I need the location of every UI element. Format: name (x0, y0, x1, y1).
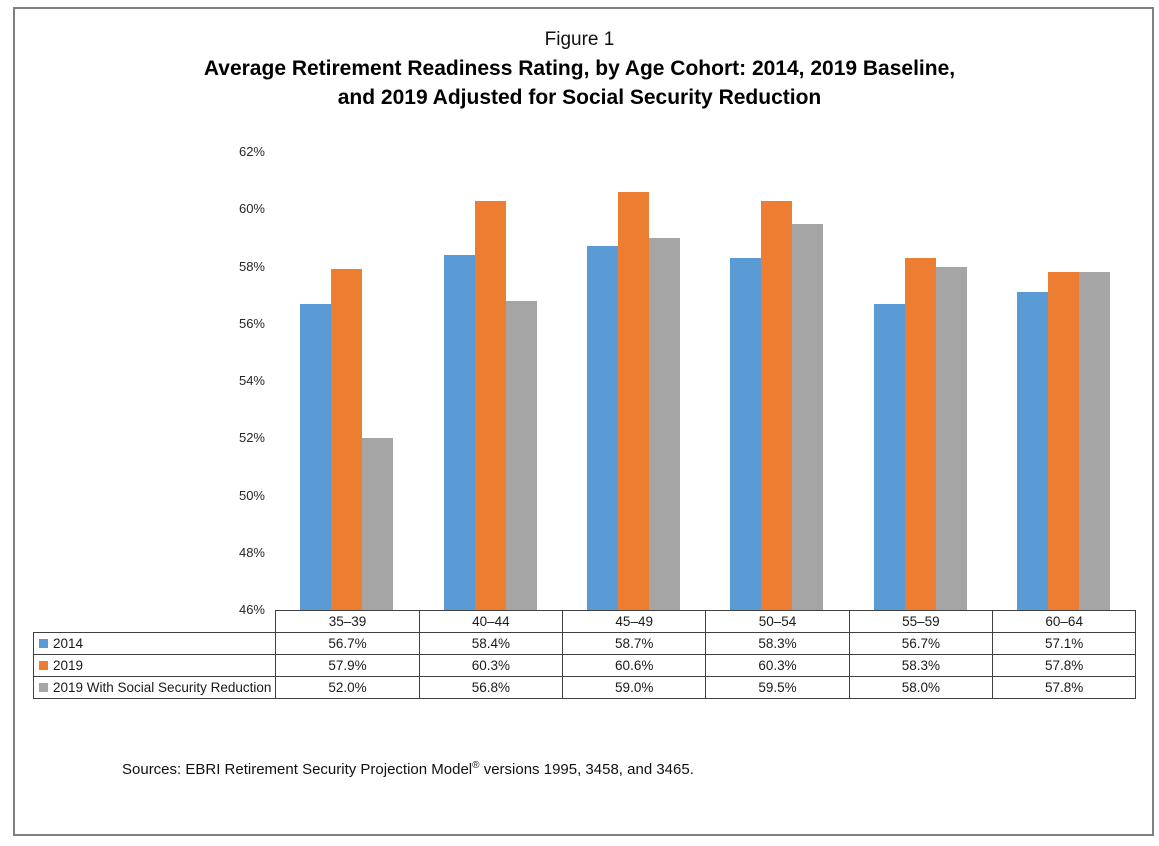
value-cell-2019-with-social-security-reduction-35-39: 52.0% (275, 676, 420, 699)
value-cell-2019-55-59: 58.3% (848, 654, 994, 677)
bar-2019-50-54 (761, 200, 793, 610)
bar-2014-35-39 (300, 303, 332, 610)
bar-2014-55-59 (873, 303, 905, 610)
legend-swatch-icon (39, 683, 48, 692)
value-cell-2019-35-39: 57.9% (275, 654, 420, 677)
bar-2019-with-social-security-reduction-35-39 (362, 438, 394, 610)
category-header-60-64: 60–64 (992, 610, 1137, 633)
chart-title-line-1: Average Retirement Readiness Rating, by … (203, 57, 956, 81)
legend-swatch-icon (39, 639, 48, 648)
value-cell-2014-40-44: 58.4% (418, 632, 564, 655)
y-tick-label: 54% (238, 373, 265, 388)
value-cell-2019-60-64: 57.8% (992, 654, 1137, 677)
bar-2019-with-social-security-reduction-55-59 (935, 266, 967, 610)
bar-2019-with-social-security-reduction-40-44 (505, 300, 537, 610)
value-cell-2019-45-49: 60.6% (562, 654, 707, 677)
legend-key-2014: 2014 (32, 632, 277, 655)
value-cell-2014-55-59: 56.7% (848, 632, 994, 655)
category-header-35-39: 35–39 (275, 610, 420, 633)
bar-2019-60-64 (1047, 272, 1079, 610)
y-tick-label: 52% (238, 430, 265, 446)
legend-key-2019: 2019 (32, 654, 277, 677)
value-cell-2019-with-social-security-reduction-45-49: 59.0% (562, 676, 707, 699)
bar-2019-with-social-security-reduction-50-54 (792, 223, 824, 610)
bar-2019-with-social-security-reduction-45-49 (648, 237, 680, 610)
bar-2014-45-49 (586, 246, 618, 610)
table-row-2014: 2014 56.7% 58.4% 58.7% 58.3% 56.7% 57.1% (32, 632, 1137, 655)
value-cell-2019-40-44: 60.3% (418, 654, 564, 677)
bar-2019-40-44 (474, 200, 506, 610)
chart-data-table: 35–39 40–44 45–49 50–54 55–59 60–64 2014 56.7% 5… (32, 610, 1137, 699)
value-cell-2019-50-54: 60.3% (705, 654, 850, 677)
value-cell-2019-with-social-security-reduction-55-59: 58.0% (848, 676, 994, 699)
value-cell-2014-45-49: 58.7% (562, 632, 707, 655)
y-tick-label: 58% (238, 258, 265, 274)
chart-title-block: Figure 1 Average Retirement Readiness Ra… (0, 27, 1159, 113)
table-corner-cell (34, 611, 276, 633)
series-name: 2019 With Social Security Reduction (53, 680, 272, 695)
bar-2019-with-social-security-reduction-60-64 (1078, 272, 1110, 610)
value-cell-2014-60-64: 57.1% (992, 632, 1137, 655)
legend-swatch-icon (39, 661, 48, 670)
legend-key-2019-with-social-security-reduction: 2019 With Social Security Reduction (32, 676, 277, 699)
bar-2019-55-59 (904, 257, 936, 610)
table-row-2019: 2019 57.9% 60.3% 60.6% 60.3% 58.3% 57.8% (32, 654, 1137, 677)
registered-mark: ® (472, 760, 480, 771)
category-header-50-54: 50–54 (705, 610, 850, 633)
category-header-45-49: 45–49 (562, 610, 707, 633)
figure-label: Figure 1 (544, 29, 615, 50)
series-name: 2019 (53, 658, 84, 673)
bar-2014-60-64 (1016, 292, 1048, 610)
value-cell-2019-with-social-security-reduction-50-54: 59.5% (705, 676, 850, 699)
y-tick-label: 62% (238, 144, 265, 159)
y-tick-label: 56% (238, 315, 265, 331)
category-header-40-44: 40–44 (418, 610, 564, 633)
bar-2019-35-39 (331, 269, 363, 610)
table-header-row: 35–39 40–44 45–49 50–54 55–59 60–64 (34, 610, 1137, 633)
y-tick-label: 48% (238, 544, 265, 560)
bar-2019-45-49 (617, 192, 649, 610)
bar-2014-40-44 (443, 255, 475, 610)
source-text: Sources: EBRI Retirement Security Projec… (122, 761, 473, 778)
bar-2014-50-54 (730, 257, 762, 610)
value-cell-2014-50-54: 58.3% (705, 632, 850, 655)
source-note: Sources: EBRI Retirement Security Projec… (122, 760, 694, 778)
series-name: 2014 (53, 636, 84, 651)
y-tick-label: 50% (238, 487, 265, 503)
table-row-2019-with-social-security-reduction: 2019 With Social Security Reduction 52.0%… (32, 676, 1137, 699)
chart-title-line-2: and 2019 Adjusted for Social Security Re… (337, 86, 822, 110)
y-tick-label: 60% (238, 201, 265, 217)
value-cell-2014-35-39: 56.7% (275, 632, 420, 655)
value-cell-2019-with-social-security-reduction-40-44: 56.8% (418, 676, 564, 699)
value-cell-2019-with-social-security-reduction-60-64: 57.8% (992, 676, 1137, 699)
category-header-55-59: 55–59 (848, 610, 994, 633)
source-text-suffix: versions 1995, 3458, and 3465. (479, 761, 694, 778)
y-tick-label: 46% (238, 602, 265, 617)
